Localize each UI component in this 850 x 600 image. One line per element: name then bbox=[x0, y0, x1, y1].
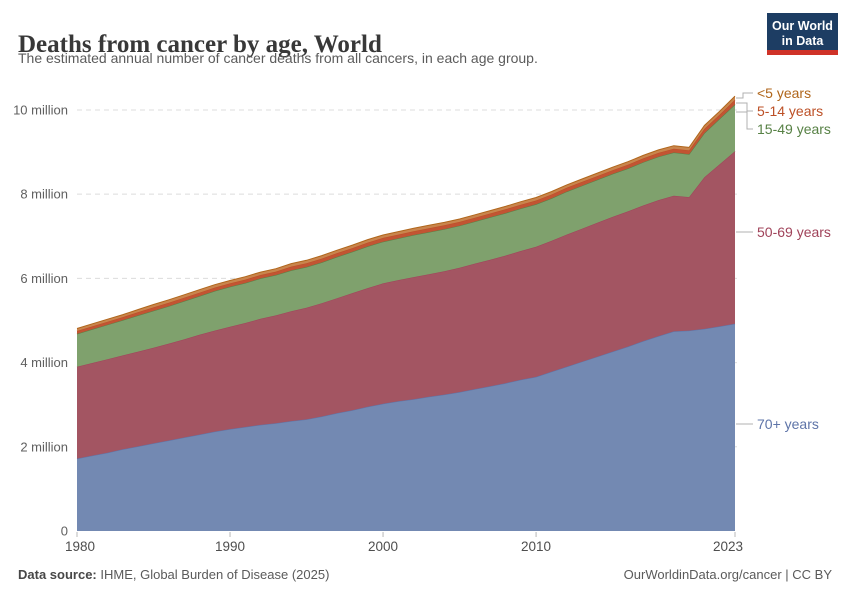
owid-logo-line2: in Data bbox=[781, 34, 824, 48]
owid-logo: Our World in Data bbox=[767, 13, 838, 55]
y-tick-label-8: 8 million bbox=[20, 187, 68, 202]
x-tick-label-1990: 1990 bbox=[215, 539, 245, 554]
area-50-69 bbox=[77, 151, 735, 459]
owid-logo-line1: Our World bbox=[772, 18, 833, 33]
chart-subtitle: The estimated annual number of cancer de… bbox=[18, 50, 538, 66]
legend-label-70-plus: 70+ years bbox=[757, 416, 819, 432]
edge-under-5 bbox=[76, 95, 736, 329]
y-tick-label-10: 10 million bbox=[13, 102, 68, 117]
y-tick-label-4: 4 million bbox=[20, 355, 68, 370]
area-15-49 bbox=[77, 104, 735, 367]
legend-label-5-14: 5-14 years bbox=[757, 103, 824, 119]
x-tick-label-1980: 1980 bbox=[65, 539, 95, 554]
x-tick-label-2000: 2000 bbox=[368, 539, 398, 554]
data-source-text: Data source: IHME, Global Burden of Dise… bbox=[18, 567, 329, 582]
data-source-label: Data source: bbox=[18, 567, 97, 582]
legend-connector-under-5 bbox=[736, 92, 753, 99]
data-source-value: IHME, Global Burden of Disease (2025) bbox=[96, 567, 330, 582]
x-tick-label-2023: 2023 bbox=[713, 539, 743, 554]
legend-connector-15-49 bbox=[736, 111, 753, 130]
attribution-text: OurWorldinData.org/cancer | CC BY bbox=[623, 567, 832, 582]
x-tick-label-2010: 2010 bbox=[521, 539, 551, 554]
chart-footer: Data source: IHME, Global Burden of Dise… bbox=[18, 567, 832, 582]
y-tick-label-0: 0 bbox=[61, 524, 68, 539]
chart-title: Deaths from cancer by age, World bbox=[18, 30, 382, 58]
owid-logo-accent-bar bbox=[767, 50, 838, 55]
area-70-plus bbox=[77, 323, 735, 531]
legend-label-50-69: 50-69 years bbox=[757, 224, 831, 240]
legend-label-under-5: <5 years bbox=[757, 85, 812, 101]
legend-connector-5-14 bbox=[736, 102, 753, 112]
y-tick-label-2: 2 million bbox=[20, 439, 68, 454]
legend-label-15-49: 15-49 years bbox=[757, 121, 831, 137]
y-tick-label-6: 6 million bbox=[20, 271, 68, 286]
